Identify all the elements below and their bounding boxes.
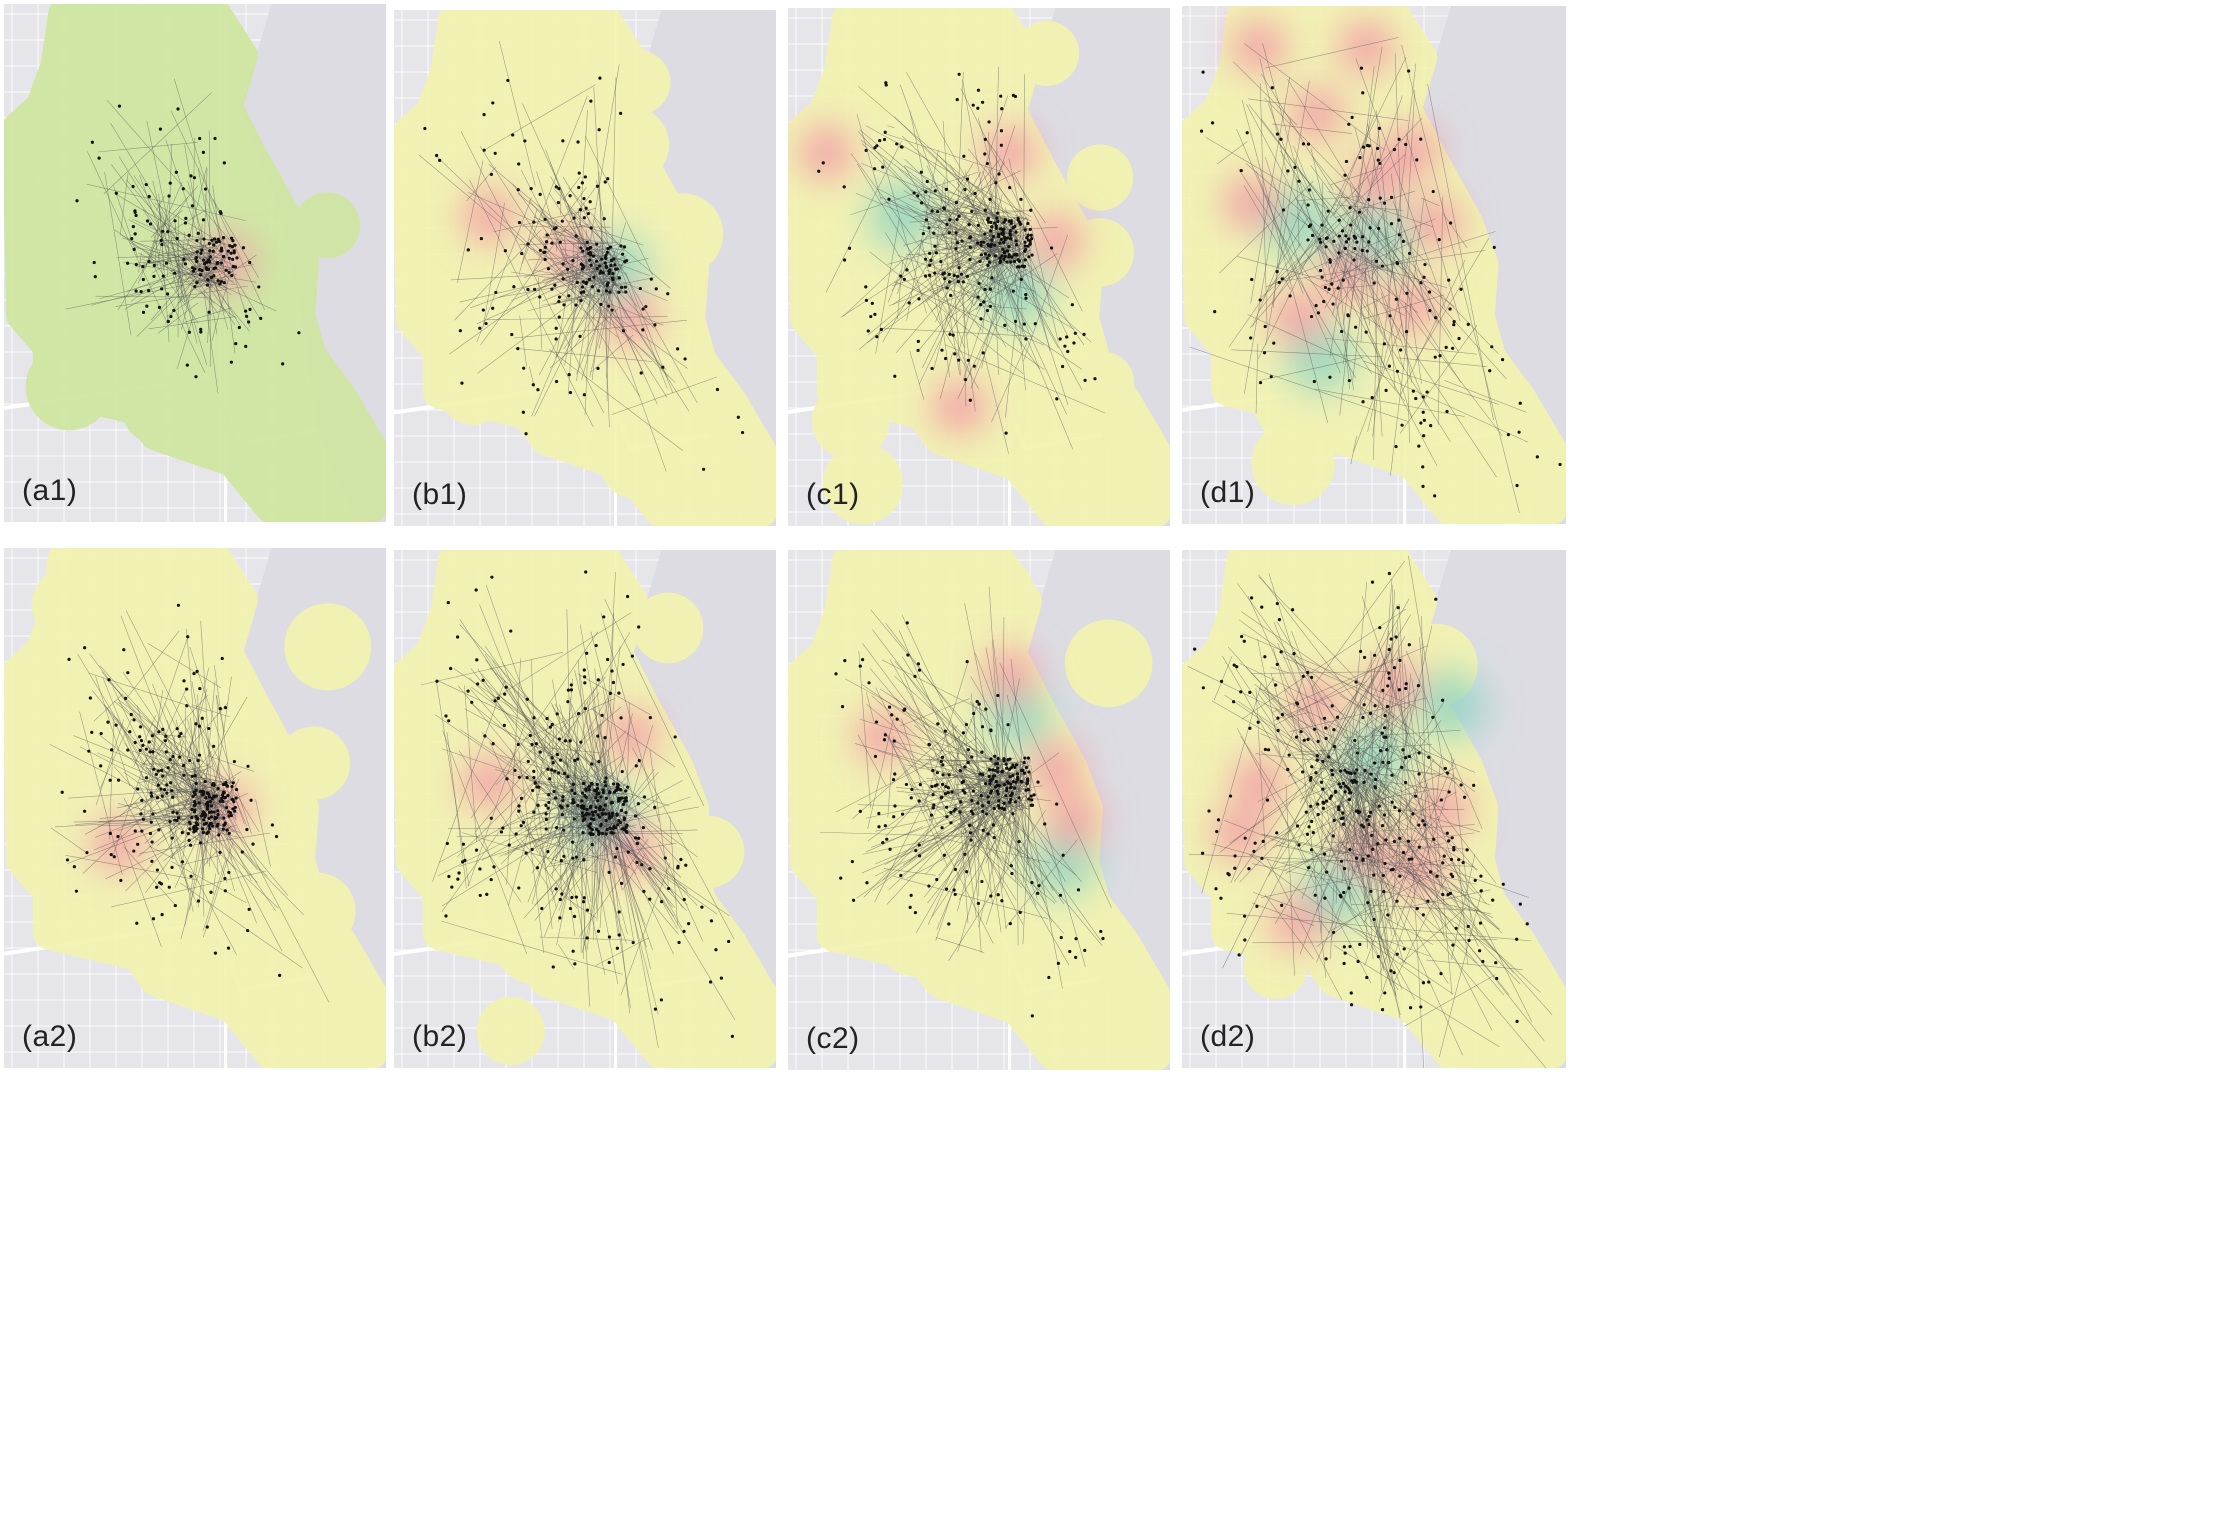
panel-label-c2: (c2)	[806, 1022, 860, 1055]
trip-endpoints	[817, 72, 1097, 435]
panel-label-a1: (a1)	[22, 474, 78, 507]
trip-endpoints	[1193, 571, 1529, 1023]
map-panel-c2: (c2)	[788, 550, 1170, 1070]
map-panel-a1: (a1)	[4, 4, 386, 522]
panel-label-b1: (b1)	[412, 478, 468, 511]
study-area-fill	[4, 4, 386, 522]
panel-label-d2: (d2)	[1200, 1020, 1256, 1053]
trip-endpoints	[435, 570, 735, 1038]
trip-endpoints	[423, 76, 745, 471]
map-panel-c1: (c1)	[788, 8, 1170, 526]
map-canvas-c2	[788, 550, 1170, 1070]
density-heat-layer	[800, 127, 1082, 433]
trip-flow-lines	[49, 610, 330, 1003]
map-canvas-b1	[394, 10, 776, 526]
map-panel-b1: (b1)	[394, 10, 776, 526]
density-heat-layer	[1225, 21, 1462, 393]
trip-endpoints	[75, 104, 301, 379]
map-canvas-c1	[788, 8, 1170, 526]
map-panel-d1: (d1)	[1182, 6, 1566, 524]
trip-flow-lines	[1189, 37, 1528, 513]
panel-label-a2: (a2)	[22, 1020, 78, 1053]
map-canvas-a1	[4, 4, 386, 522]
trip-endpoints	[834, 621, 1105, 1018]
panel-label-b2: (b2)	[412, 1020, 468, 1053]
map-panel-d2: (d2)	[1182, 550, 1566, 1068]
map-panel-a2: (a2)	[4, 548, 386, 1068]
map-canvas-d1	[1182, 6, 1566, 524]
density-heat-layer	[857, 648, 1101, 896]
panel-label-d1: (d1)	[1200, 476, 1256, 509]
trip-endpoints	[1199, 66, 1562, 498]
map-canvas-b2	[394, 550, 776, 1068]
trip-flow-lines	[820, 586, 1112, 989]
trip-flow-lines	[1187, 555, 1553, 1068]
map-canvas-d2	[1182, 550, 1566, 1068]
panel-label-c1: (c1)	[806, 478, 860, 511]
map-panel-b2: (b2)	[394, 550, 776, 1068]
map-canvas-a2	[4, 548, 386, 1068]
trip-endpoints	[60, 603, 282, 977]
